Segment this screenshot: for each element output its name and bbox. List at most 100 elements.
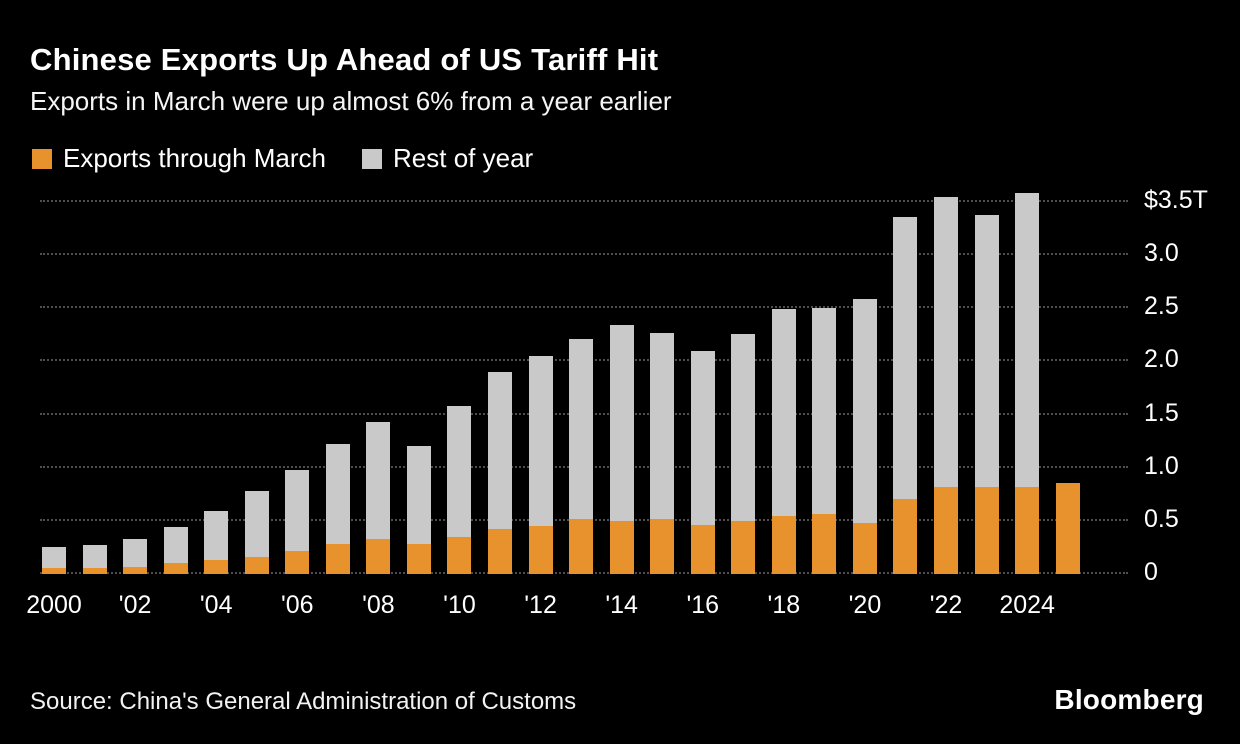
bar-segment-exports-through-march (893, 498, 918, 574)
bar-segment-rest-of-year (244, 491, 269, 557)
bar-segment-exports-through-march (163, 563, 188, 574)
bar-2015 (650, 332, 675, 574)
source-note: Source: China's General Administration o… (30, 688, 577, 715)
bar-segment-exports-through-march (731, 520, 756, 574)
x-axis-label: 2000 (26, 591, 82, 619)
x-axis-label: '02 (118, 591, 152, 619)
bar-segment-rest-of-year (163, 527, 188, 564)
footer: Source: China's General Administration o… (30, 684, 1204, 716)
bar-2022: '22 (930, 196, 962, 619)
bar-2009 (406, 446, 431, 574)
bar-segment-exports-through-march (650, 518, 675, 574)
bar-2017 (731, 333, 756, 574)
bar-segment-exports-through-march (1015, 486, 1040, 574)
bar-segment-exports-through-march (812, 514, 837, 574)
bar-2004: '04 (200, 511, 232, 619)
legend-item-exports-through-march: Exports through March (32, 143, 326, 174)
bar-2020: '20 (849, 298, 881, 619)
x-axis-label: '20 (848, 591, 882, 619)
bar-segment-exports-through-march (285, 550, 310, 574)
bar-2006: '06 (281, 469, 314, 619)
y-axis-label: 0 (1144, 558, 1158, 586)
y-axis-label: $3.5T (1144, 185, 1208, 214)
bar-2010: '10 (443, 406, 476, 619)
gridline: 3.0 (40, 239, 1179, 267)
bar-2023 (974, 214, 999, 574)
bar-segment-exports-through-march (366, 538, 391, 574)
bar-segment-rest-of-year (609, 325, 634, 521)
x-axis-label: '22 (929, 591, 963, 619)
chart-subtitle: Exports in March were up almost 6% from … (30, 86, 672, 116)
bar-segment-rest-of-year (204, 511, 229, 561)
bar-segment-rest-of-year (82, 545, 107, 568)
bar-segment-exports-through-march (569, 518, 594, 574)
bar-segment-exports-through-march (852, 522, 877, 574)
gridline: 2.5 (40, 292, 1179, 320)
gridline: $3.5T (40, 186, 1208, 214)
bar-2013 (569, 339, 594, 574)
x-axis-label: '18 (767, 591, 801, 619)
bar-segment-exports-through-march (325, 544, 350, 574)
bar-2021 (893, 216, 918, 574)
bar-segment-exports-through-march (690, 525, 715, 574)
x-axis-label: '12 (524, 591, 557, 619)
bar-segment-rest-of-year (42, 547, 66, 568)
x-axis-label: '14 (605, 591, 638, 619)
bar-segment-rest-of-year (366, 422, 391, 539)
bar-segment-rest-of-year (812, 308, 837, 515)
page-title: Chinese Exports Up Ahead of US Tariff Hi… (30, 42, 659, 77)
bar-segment-exports-through-march (204, 560, 229, 574)
bar-segment-rest-of-year (569, 339, 594, 519)
bar-segment-exports-through-march (1055, 482, 1080, 574)
bar-segment-rest-of-year (690, 350, 715, 526)
y-axis-label: 1.0 (1144, 451, 1179, 480)
legend-swatch-orange (32, 148, 52, 169)
x-axis-label: '08 (362, 591, 395, 619)
legend-item-rest-of-year: Rest of year (362, 143, 533, 174)
x-axis-label: 2024 (999, 591, 1055, 619)
bar-2025 (1055, 482, 1080, 574)
x-axis-label: '16 (686, 591, 720, 619)
bar-segment-exports-through-march (974, 486, 999, 574)
legend-swatch-gray (362, 148, 383, 169)
bar-segment-exports-through-march (406, 544, 431, 574)
bar-segment-rest-of-year (488, 372, 513, 530)
bars-row: 2000 '02 '04 '06 '08 '10 '12 '14 '16 '18 '20 '22 202… (26, 186, 1080, 619)
bar-segment-rest-of-year (934, 196, 959, 487)
bar-2003 (163, 527, 188, 574)
bar-segment-rest-of-year (123, 538, 148, 567)
legend-label-rest-of-year: Rest of year (393, 143, 534, 173)
y-axis-label: 0.5 (1144, 504, 1179, 533)
bar-2012: '12 (524, 356, 557, 619)
y-axis-label: 2.0 (1144, 345, 1179, 374)
bar-segment-rest-of-year (974, 214, 999, 487)
bar-segment-exports-through-march (488, 529, 513, 574)
bar-2024: 2024 (999, 193, 1055, 619)
bar-2011 (488, 372, 513, 574)
legend-label-exports-through-march: Exports through March (63, 143, 327, 173)
bar-segment-exports-through-march (609, 520, 634, 574)
bloomberg-logo: Bloomberg (1054, 684, 1204, 715)
bar-2002: '02 (119, 538, 151, 619)
x-axis-label: '06 (280, 591, 314, 619)
bar-segment-rest-of-year (528, 356, 553, 527)
bar-segment-exports-through-march (771, 515, 796, 574)
x-axis-label: '04 (199, 591, 233, 619)
legend: Exports through March Rest of year (32, 143, 533, 174)
bar-segment-rest-of-year (731, 333, 756, 521)
stacked-bar-chart: $3.5T 3.0 2.5 2.0 1.5 1.0 0.5 0 2000 '02 '04 '06 '08… (26, 186, 1208, 619)
bar-segment-rest-of-year (447, 406, 472, 537)
bar-segment-exports-through-march (82, 567, 107, 574)
bar-segment-exports-through-march (447, 536, 472, 574)
bar-segment-exports-through-march (123, 566, 148, 574)
bar-2001 (82, 545, 107, 574)
plot-area: $3.5T 3.0 2.5 2.0 1.5 1.0 0.5 0 2000 '02 '04 '06 '08… (26, 186, 1208, 619)
bar-segment-rest-of-year (852, 298, 877, 523)
bar-2019 (812, 308, 837, 574)
bar-2014: '14 (605, 325, 638, 619)
bar-segment-rest-of-year (771, 309, 796, 516)
bar-segment-exports-through-march (244, 557, 269, 574)
bar-segment-exports-through-march (934, 486, 959, 574)
bar-segment-rest-of-year (650, 332, 675, 519)
y-axis-label: 1.5 (1144, 398, 1179, 427)
